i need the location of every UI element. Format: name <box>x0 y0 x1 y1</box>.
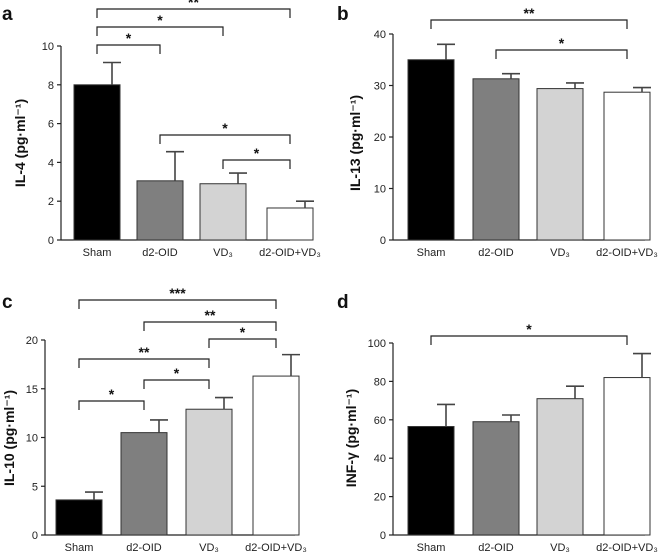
significance-bracket-2 <box>96 44 161 54</box>
bar-0 <box>407 426 455 536</box>
panel-letter: a <box>2 4 13 25</box>
y-tick-label: 10 <box>42 41 54 53</box>
y-tick-label: 0 <box>380 235 386 247</box>
y-tick-label: 60 <box>374 415 386 427</box>
significance-bracket-0 <box>430 335 628 345</box>
bar-3 <box>252 375 300 536</box>
significance-bracket-3 <box>78 358 210 368</box>
significance-label-2: * <box>126 30 132 46</box>
y-tick-label: 4 <box>48 157 54 169</box>
y-axis-title: INF-γ (pg·ml⁻¹) <box>343 389 359 487</box>
category-label-2: VD₃ <box>550 247 570 259</box>
significance-bracket-0 <box>96 8 291 18</box>
category-label-0: Sham <box>83 247 112 259</box>
significance-bracket-0 <box>78 299 277 309</box>
y-axis-title: IL-4 (pg·ml⁻¹) <box>12 99 28 187</box>
category-label-3: d2-OID+VD₃ <box>596 247 658 259</box>
y-tick-label: 6 <box>48 119 54 131</box>
y-tick-label: 80 <box>374 376 386 388</box>
y-tick-label: 30 <box>374 81 386 93</box>
bar-1 <box>120 432 168 536</box>
category-label-1: d2-OID <box>142 247 178 259</box>
significance-label-4: * <box>174 365 180 381</box>
significance-bracket-5 <box>78 400 145 410</box>
panel-letter: d <box>337 292 349 313</box>
bar-3 <box>603 377 651 536</box>
category-label-0: Sham <box>417 542 446 554</box>
significance-bracket-1 <box>495 49 628 59</box>
significance-bracket-2 <box>208 338 277 348</box>
significance-label-1: * <box>559 35 565 51</box>
y-tick-label: 100 <box>368 338 386 350</box>
significance-label-2: * <box>240 324 246 340</box>
category-label-3: d2-OID+VD₃ <box>596 542 658 554</box>
significance-label-4: * <box>254 145 260 161</box>
y-tick-label: 0 <box>380 530 386 542</box>
bar-3 <box>603 91 651 241</box>
y-tick-label: 10 <box>26 433 38 445</box>
significance-label-3: * <box>222 120 228 136</box>
category-label-1: d2-OID <box>126 542 162 554</box>
bar-1 <box>472 78 520 241</box>
y-tick-label: 0 <box>32 530 38 542</box>
bar-1 <box>136 180 184 241</box>
y-tick-label: 20 <box>26 335 38 347</box>
category-label-1: d2-OID <box>478 542 514 554</box>
significance-bracket-4 <box>143 379 210 389</box>
bar-2 <box>536 88 584 241</box>
significance-label-0: ** <box>188 0 199 10</box>
category-label-2: VD₃ <box>550 542 570 554</box>
y-tick-label: 15 <box>26 384 38 396</box>
y-tick-label: 10 <box>374 184 386 196</box>
significance-bracket-4 <box>222 159 291 169</box>
significance-label-0: *** <box>169 285 186 301</box>
bar-0 <box>407 59 455 241</box>
category-label-0: Sham <box>417 247 446 259</box>
bar-3 <box>266 207 314 241</box>
panel-letter: b <box>337 4 349 25</box>
significance-bracket-1 <box>143 321 277 331</box>
significance-label-0: ** <box>524 5 535 21</box>
panel-letter: c <box>2 292 13 313</box>
y-tick-label: 40 <box>374 29 386 41</box>
y-tick-label: 40 <box>374 453 386 465</box>
y-tick-label: 0 <box>48 235 54 247</box>
significance-label-3: ** <box>139 344 150 360</box>
category-label-2: VD₃ <box>199 542 219 554</box>
category-label-0: Sham <box>65 542 94 554</box>
y-tick-label: 5 <box>32 481 38 493</box>
category-label-2: VD₃ <box>213 247 233 259</box>
y-axis-title: IL-10 (pg·ml⁻¹) <box>1 390 17 486</box>
category-label-1: d2-OID <box>478 247 514 259</box>
significance-bracket-1 <box>96 26 224 36</box>
category-label-3: d2-OID+VD₃ <box>259 247 321 259</box>
bar-0 <box>73 84 121 241</box>
significance-bracket-0 <box>430 19 628 29</box>
chart-panel-a: a IL-4 (pg·ml⁻¹) 0 2 4 6 8 10 Sham d2-OID VD₃ d2-OI… <box>2 0 321 259</box>
bar-2 <box>199 183 247 241</box>
y-axis-title: IL-13 (pg·ml⁻¹) <box>347 95 363 191</box>
significance-bracket-3 <box>159 134 291 144</box>
significance-label-1: * <box>157 12 163 28</box>
bar-0 <box>55 499 103 536</box>
y-tick-label: 2 <box>48 196 54 208</box>
significance-label-5: * <box>109 386 115 402</box>
bar-2 <box>185 408 233 536</box>
y-tick-label: 8 <box>48 80 54 92</box>
y-tick-label: 20 <box>374 132 386 144</box>
chart-panel-d: d INF-γ (pg·ml⁻¹) 0 20 40 60 80 100 Sham d2-OID VD… <box>337 292 658 554</box>
bar-2 <box>536 398 584 536</box>
significance-label-1: ** <box>205 307 216 323</box>
significance-label-0: * <box>526 321 532 337</box>
chart-panel-b: b IL-13 (pg·ml⁻¹) 0 10 20 30 40 Sham d2-OID VD₃ d2… <box>337 4 658 259</box>
category-label-3: d2-OID+VD₃ <box>245 542 307 554</box>
bar-1 <box>472 421 520 536</box>
y-tick-label: 20 <box>374 492 386 504</box>
chart-panel-c: c IL-10 (pg·ml⁻¹) 0 5 10 15 20 Sham d2-OID VD₃ d2-… <box>1 285 307 554</box>
